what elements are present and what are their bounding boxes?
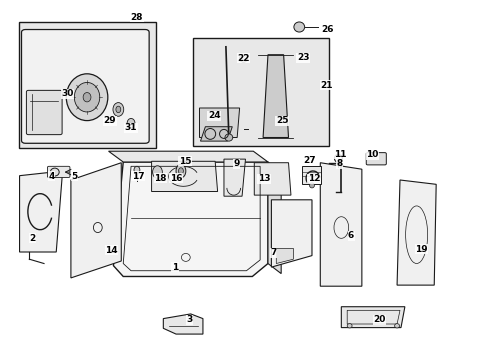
Polygon shape xyxy=(113,162,267,276)
Text: 29: 29 xyxy=(103,116,116,125)
Ellipse shape xyxy=(346,324,351,328)
Polygon shape xyxy=(263,55,288,138)
Text: 21: 21 xyxy=(320,81,332,90)
Ellipse shape xyxy=(83,93,91,102)
Bar xyxy=(19,22,155,148)
Ellipse shape xyxy=(50,168,59,176)
Ellipse shape xyxy=(224,134,232,141)
Text: 25: 25 xyxy=(275,116,288,125)
Ellipse shape xyxy=(74,82,100,112)
Polygon shape xyxy=(20,171,62,252)
Ellipse shape xyxy=(394,324,399,328)
Text: 14: 14 xyxy=(105,246,118,255)
Polygon shape xyxy=(71,163,121,278)
Ellipse shape xyxy=(176,164,185,178)
Polygon shape xyxy=(341,307,404,328)
Text: 22: 22 xyxy=(237,54,249,63)
FancyBboxPatch shape xyxy=(26,90,62,135)
Ellipse shape xyxy=(152,166,162,178)
FancyBboxPatch shape xyxy=(366,153,386,165)
Text: 30: 30 xyxy=(61,89,74,98)
Text: 19: 19 xyxy=(414,245,427,253)
FancyBboxPatch shape xyxy=(47,166,70,177)
Text: 4: 4 xyxy=(48,172,55,181)
Text: 20: 20 xyxy=(372,315,385,324)
Text: 16: 16 xyxy=(169,174,182,183)
Text: 12: 12 xyxy=(307,174,320,183)
Ellipse shape xyxy=(293,22,304,32)
Ellipse shape xyxy=(66,74,107,121)
Polygon shape xyxy=(224,159,245,196)
Text: 23: 23 xyxy=(296,53,309,62)
Polygon shape xyxy=(267,162,281,274)
Text: 27: 27 xyxy=(303,156,316,165)
Ellipse shape xyxy=(127,118,135,128)
Text: 24: 24 xyxy=(207,111,220,120)
Polygon shape xyxy=(276,248,293,264)
Ellipse shape xyxy=(116,106,121,113)
Bar xyxy=(193,38,328,146)
Text: 15: 15 xyxy=(178,157,191,166)
Ellipse shape xyxy=(113,103,123,116)
FancyBboxPatch shape xyxy=(302,166,320,184)
Text: 5: 5 xyxy=(71,172,77,181)
Text: 10: 10 xyxy=(366,150,378,159)
Text: 1: 1 xyxy=(172,263,178,271)
Ellipse shape xyxy=(134,166,140,174)
Polygon shape xyxy=(396,180,435,285)
Polygon shape xyxy=(108,151,267,162)
Polygon shape xyxy=(163,314,203,334)
Polygon shape xyxy=(199,108,239,138)
Polygon shape xyxy=(151,161,217,192)
Text: 9: 9 xyxy=(233,159,240,168)
Text: 26: 26 xyxy=(321,25,333,34)
Text: 2: 2 xyxy=(30,234,36,243)
Text: 3: 3 xyxy=(186,315,192,324)
Text: 17: 17 xyxy=(131,172,144,181)
Ellipse shape xyxy=(178,168,183,174)
Text: 7: 7 xyxy=(270,248,277,257)
Polygon shape xyxy=(254,163,290,195)
Polygon shape xyxy=(271,200,311,267)
Polygon shape xyxy=(320,163,361,286)
FancyBboxPatch shape xyxy=(21,30,149,143)
Text: 8: 8 xyxy=(336,159,342,168)
Ellipse shape xyxy=(309,183,314,188)
Text: 31: 31 xyxy=(124,123,137,132)
Text: 28: 28 xyxy=(130,13,143,22)
Text: 11: 11 xyxy=(333,150,346,158)
Text: 13: 13 xyxy=(257,174,270,183)
Text: 18: 18 xyxy=(154,174,166,183)
Polygon shape xyxy=(200,127,232,141)
Ellipse shape xyxy=(239,54,247,62)
Text: 6: 6 xyxy=(347,231,353,240)
